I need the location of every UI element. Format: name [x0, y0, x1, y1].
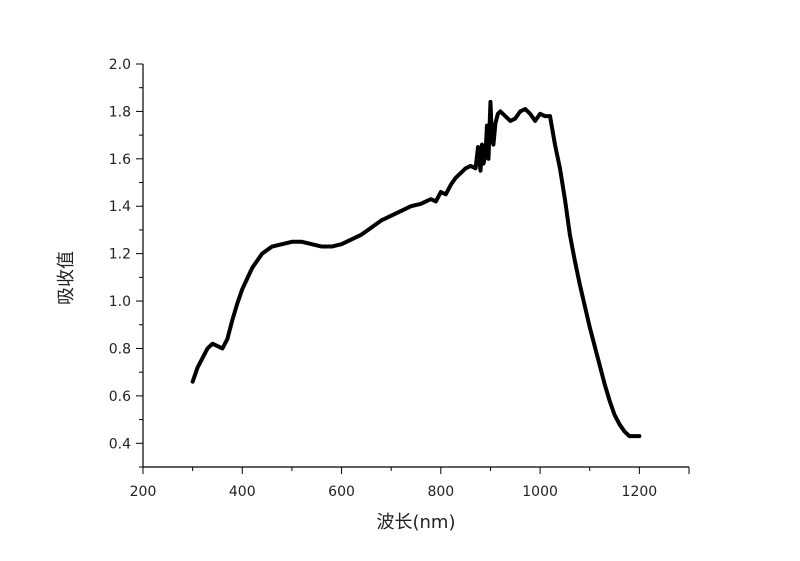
y-tick-label: 0.6: [109, 389, 131, 405]
y-tick-label: 0.8: [109, 341, 131, 357]
y-ticks: [136, 63, 143, 468]
x-tick-label: 400: [229, 484, 256, 500]
y-tick-label: 0.4: [109, 436, 131, 452]
y-tick-label: 1.0: [109, 294, 131, 310]
x-tick-label: 600: [328, 484, 355, 500]
x-ticks: [142, 467, 690, 474]
x-tick-label: 1000: [522, 484, 558, 500]
x-tick-label: 200: [130, 484, 157, 500]
y-tick-label: 1.6: [109, 152, 131, 168]
x-tick-label: 800: [427, 484, 454, 500]
y-tick-label: 1.2: [109, 247, 131, 263]
x-tick-labels: 200 400 600 800 1000 1200: [130, 484, 658, 500]
series-line: [190, 99, 642, 439]
y-tick-label: 1.8: [109, 104, 131, 120]
y-tick-labels: 0.4 0.6 0.8 1.0 1.2 1.4 1.6 1.8 2.0: [109, 57, 131, 452]
axes: [142, 64, 689, 468]
y-axis-title: 吸收值: [56, 251, 77, 305]
y-tick-label: 2.0: [109, 57, 131, 73]
y-tick-label: 1.4: [109, 199, 131, 215]
x-tick-label: 1200: [622, 484, 658, 500]
x-axis-title: 波长(nm): [377, 512, 456, 533]
